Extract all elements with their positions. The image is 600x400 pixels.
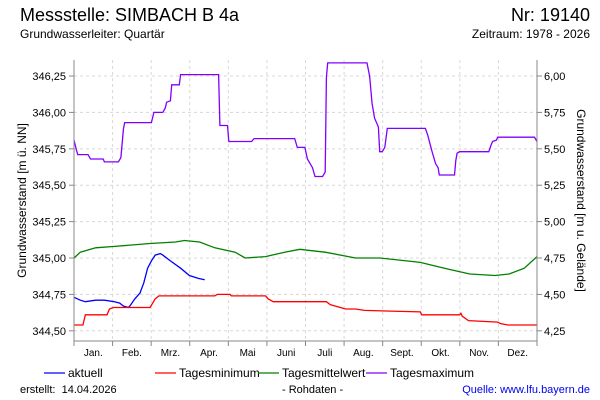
y-right-tick-label: 5,75 xyxy=(544,107,565,119)
y-right-tick-label: 4,25 xyxy=(544,326,565,338)
x-tick-label: Sept. xyxy=(390,348,413,359)
y-right-tick-label: 6,00 xyxy=(544,71,565,83)
y-tick-label: 345,50 xyxy=(32,180,66,192)
raw-data-label: - Rohdaten - xyxy=(282,384,344,396)
y-tick-label: 344,75 xyxy=(32,289,66,301)
x-tick-label: Juli xyxy=(317,348,332,359)
y-right-tick-label: 5,00 xyxy=(544,217,565,229)
legend-label: Tagesminimum xyxy=(179,366,260,380)
x-tick-label: Juni xyxy=(277,348,295,359)
page-title: Messstelle: SIMBACH B 4a xyxy=(20,5,240,25)
period-label: Zeitraum: 1978 - 2026 xyxy=(471,27,590,41)
series-tagesmittelwert xyxy=(73,239,538,277)
y-tick-label: 346,25 xyxy=(32,71,66,83)
y-tick-label: 345,75 xyxy=(32,144,66,156)
x-tick-label: Mai xyxy=(240,348,256,359)
y-right-tick-label: 5,25 xyxy=(544,180,565,192)
station-number: Nr: 19140 xyxy=(510,5,590,25)
legend-label: aktuell xyxy=(68,366,103,380)
source-link[interactable]: Quelle: www.lfu.bayern.de xyxy=(462,384,590,396)
legend-label: Tagesmaximum xyxy=(390,366,474,380)
y-right-tick-label: 4,50 xyxy=(544,289,565,301)
x-tick-label: Aug. xyxy=(353,348,374,359)
x-tick-label: Feb. xyxy=(122,348,142,359)
y-tick-label: 346,00 xyxy=(32,107,66,119)
x-tick-label: Apr. xyxy=(200,348,218,359)
series-tagesminimum xyxy=(74,293,537,326)
series-aktuell xyxy=(73,252,205,309)
y-axis-label: Grundwasserstand [m ü. NN] xyxy=(15,123,29,278)
x-tick-label: Jan. xyxy=(84,348,103,359)
y-tick-label: 344,50 xyxy=(32,326,66,338)
x-tick-label: Okt. xyxy=(431,348,449,359)
y-axis-right-label: Grundwasserstand [m u. Gelände] xyxy=(574,109,588,292)
y-tick-label: 345,00 xyxy=(32,253,66,265)
y-right-tick-label: 5,50 xyxy=(544,144,565,156)
created-info: erstellt: 14.04.2026 xyxy=(20,384,117,396)
y-tick-label: 345,25 xyxy=(32,217,66,229)
x-tick-label: Nov. xyxy=(469,348,489,359)
y-right-tick-label: 4,75 xyxy=(544,253,565,265)
legend-label: Tagesmittelwert xyxy=(282,366,366,380)
x-tick-label: Dez. xyxy=(507,348,528,359)
aquifer-label: Grundwasserleiter: Quartär xyxy=(20,27,165,41)
created-date: 14.04.2026 xyxy=(61,384,117,396)
series-tagesmaximum xyxy=(73,62,538,178)
x-tick-label: Mrz. xyxy=(161,348,180,359)
created-label: erstellt: xyxy=(20,384,56,396)
